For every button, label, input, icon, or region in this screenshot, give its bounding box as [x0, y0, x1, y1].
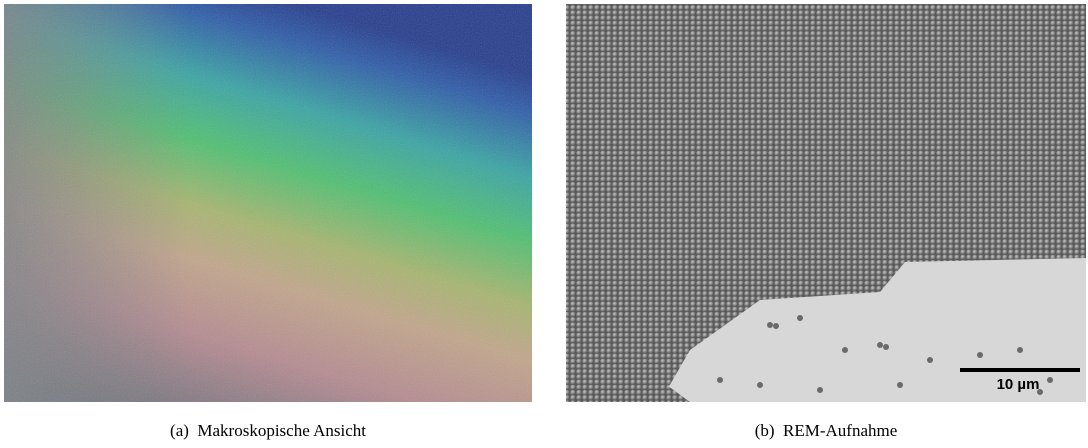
caption: (a) Makroskopische Ansicht	[170, 421, 366, 440]
scale-bar-label: 10 µm	[997, 376, 1040, 393]
figure: 10 µm (a) Makroskopische Ansicht (b) REM…	[0, 0, 1088, 448]
image-sem: 10 µm	[566, 4, 1086, 402]
image-macroscopic	[4, 4, 532, 402]
caption: (b) REM-Aufnahme	[755, 421, 898, 440]
